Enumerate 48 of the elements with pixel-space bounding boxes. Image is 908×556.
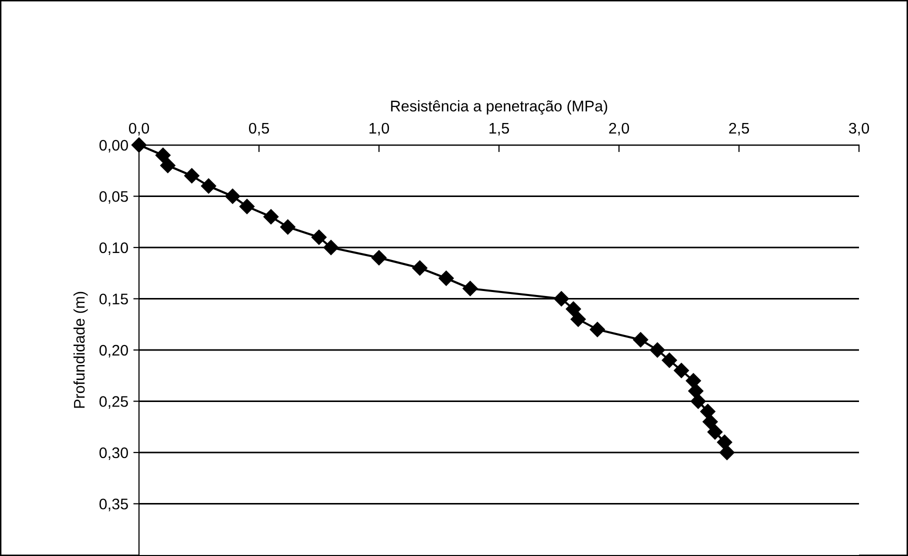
y-axis-title: Profundidade (m) <box>74 292 88 408</box>
y-tick-label: 0,20 <box>99 344 128 358</box>
x-tick-label: 1,0 <box>370 122 390 136</box>
point <box>225 188 240 204</box>
y-tick-label: 0,05 <box>99 191 128 204</box>
x-tick-label: 1,5 <box>490 122 509 136</box>
point <box>371 250 387 266</box>
y-tick-label: 0,10 <box>99 242 128 255</box>
point <box>201 178 216 194</box>
point <box>131 137 147 153</box>
point <box>155 148 171 163</box>
point <box>702 414 718 430</box>
point <box>311 230 327 245</box>
y-tick-label: 0,30 <box>99 447 128 460</box>
x-tick-label: 2,0 <box>609 122 630 136</box>
point <box>650 342 665 358</box>
point <box>570 312 586 327</box>
point <box>700 404 716 420</box>
point <box>717 434 732 450</box>
point <box>412 260 428 276</box>
point <box>686 373 701 388</box>
x-tick-label: 0,0 <box>128 122 150 136</box>
point <box>462 280 478 296</box>
x-tick-label: 0,5 <box>248 122 269 136</box>
point <box>438 270 454 286</box>
point <box>566 301 581 317</box>
point <box>554 291 569 306</box>
point <box>590 322 605 338</box>
y-tick-label: 0,25 <box>99 396 128 409</box>
x-tick-label: 2,5 <box>729 122 749 136</box>
point <box>690 394 706 409</box>
point <box>280 219 296 235</box>
y-tick-label: 0,35 <box>99 498 128 512</box>
point <box>160 158 176 174</box>
point <box>323 240 339 256</box>
point <box>688 383 704 399</box>
point <box>674 362 689 378</box>
point <box>662 352 677 368</box>
point <box>707 424 723 440</box>
x-tick-label: 3,0 <box>848 122 870 136</box>
point <box>184 168 200 184</box>
y-tick-label: 0,00 <box>99 140 128 152</box>
y-tick-label: 0,15 <box>99 294 128 306</box>
point <box>633 332 648 348</box>
point <box>239 198 255 214</box>
x-axis-title: Resistência a penetração (MPa) <box>391 100 608 115</box>
point <box>719 444 735 460</box>
point <box>263 209 279 224</box>
